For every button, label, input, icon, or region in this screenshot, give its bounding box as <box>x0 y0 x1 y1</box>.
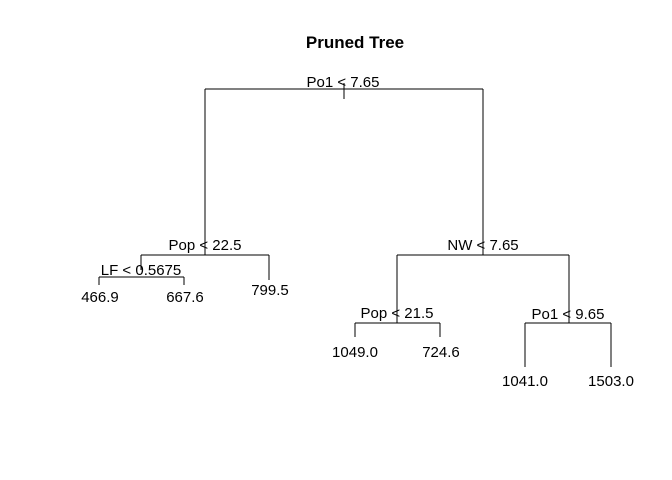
leaf-value-rr-left: 1041.0 <box>502 373 548 390</box>
split-node-left-left: LF < 0.5675 <box>98 262 185 285</box>
leaf-value-left-right: 799.5 <box>251 282 289 299</box>
split-node-root: Po1 < 7.65 <box>204 74 484 255</box>
split-label-right-left: Pop < 21.5 <box>361 305 434 322</box>
leaf-value-rl-right: 724.6 <box>422 344 460 361</box>
leaf-value-ll-left: 466.9 <box>81 289 119 306</box>
split-label-right-right: Po1 < 9.65 <box>532 306 605 323</box>
leaf-value-rr-right: 1503.0 <box>588 373 634 390</box>
split-label-right: NW < 7.65 <box>447 237 518 254</box>
split-label-root: Po1 < 7.65 <box>307 74 380 91</box>
split-node-right-right: Po1 < 9.65 <box>524 306 612 367</box>
split-node-right-left: Pop < 21.5 <box>354 305 441 337</box>
split-node-left: Pop < 22.5 <box>140 237 270 280</box>
leaf-value-ll-right: 667.6 <box>166 289 204 306</box>
leaf-value-rl-left: 1049.0 <box>332 344 378 361</box>
diagram-title: Pruned Tree <box>306 33 404 52</box>
split-node-right: NW < 7.65 <box>396 237 570 323</box>
split-label-left-left: LF < 0.5675 <box>101 262 181 279</box>
split-label-left: Pop < 22.5 <box>169 237 242 254</box>
